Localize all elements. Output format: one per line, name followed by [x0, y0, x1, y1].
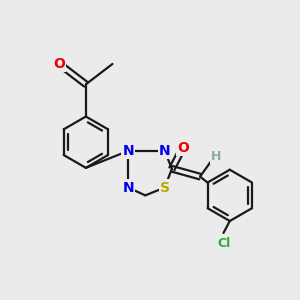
Text: Cl: Cl	[217, 237, 230, 250]
Text: N: N	[122, 144, 134, 158]
Text: O: O	[177, 141, 189, 155]
Text: N: N	[159, 144, 170, 158]
Text: H: H	[211, 150, 221, 163]
Text: S: S	[160, 181, 170, 194]
Text: O: O	[53, 57, 65, 71]
Text: N: N	[122, 181, 134, 194]
